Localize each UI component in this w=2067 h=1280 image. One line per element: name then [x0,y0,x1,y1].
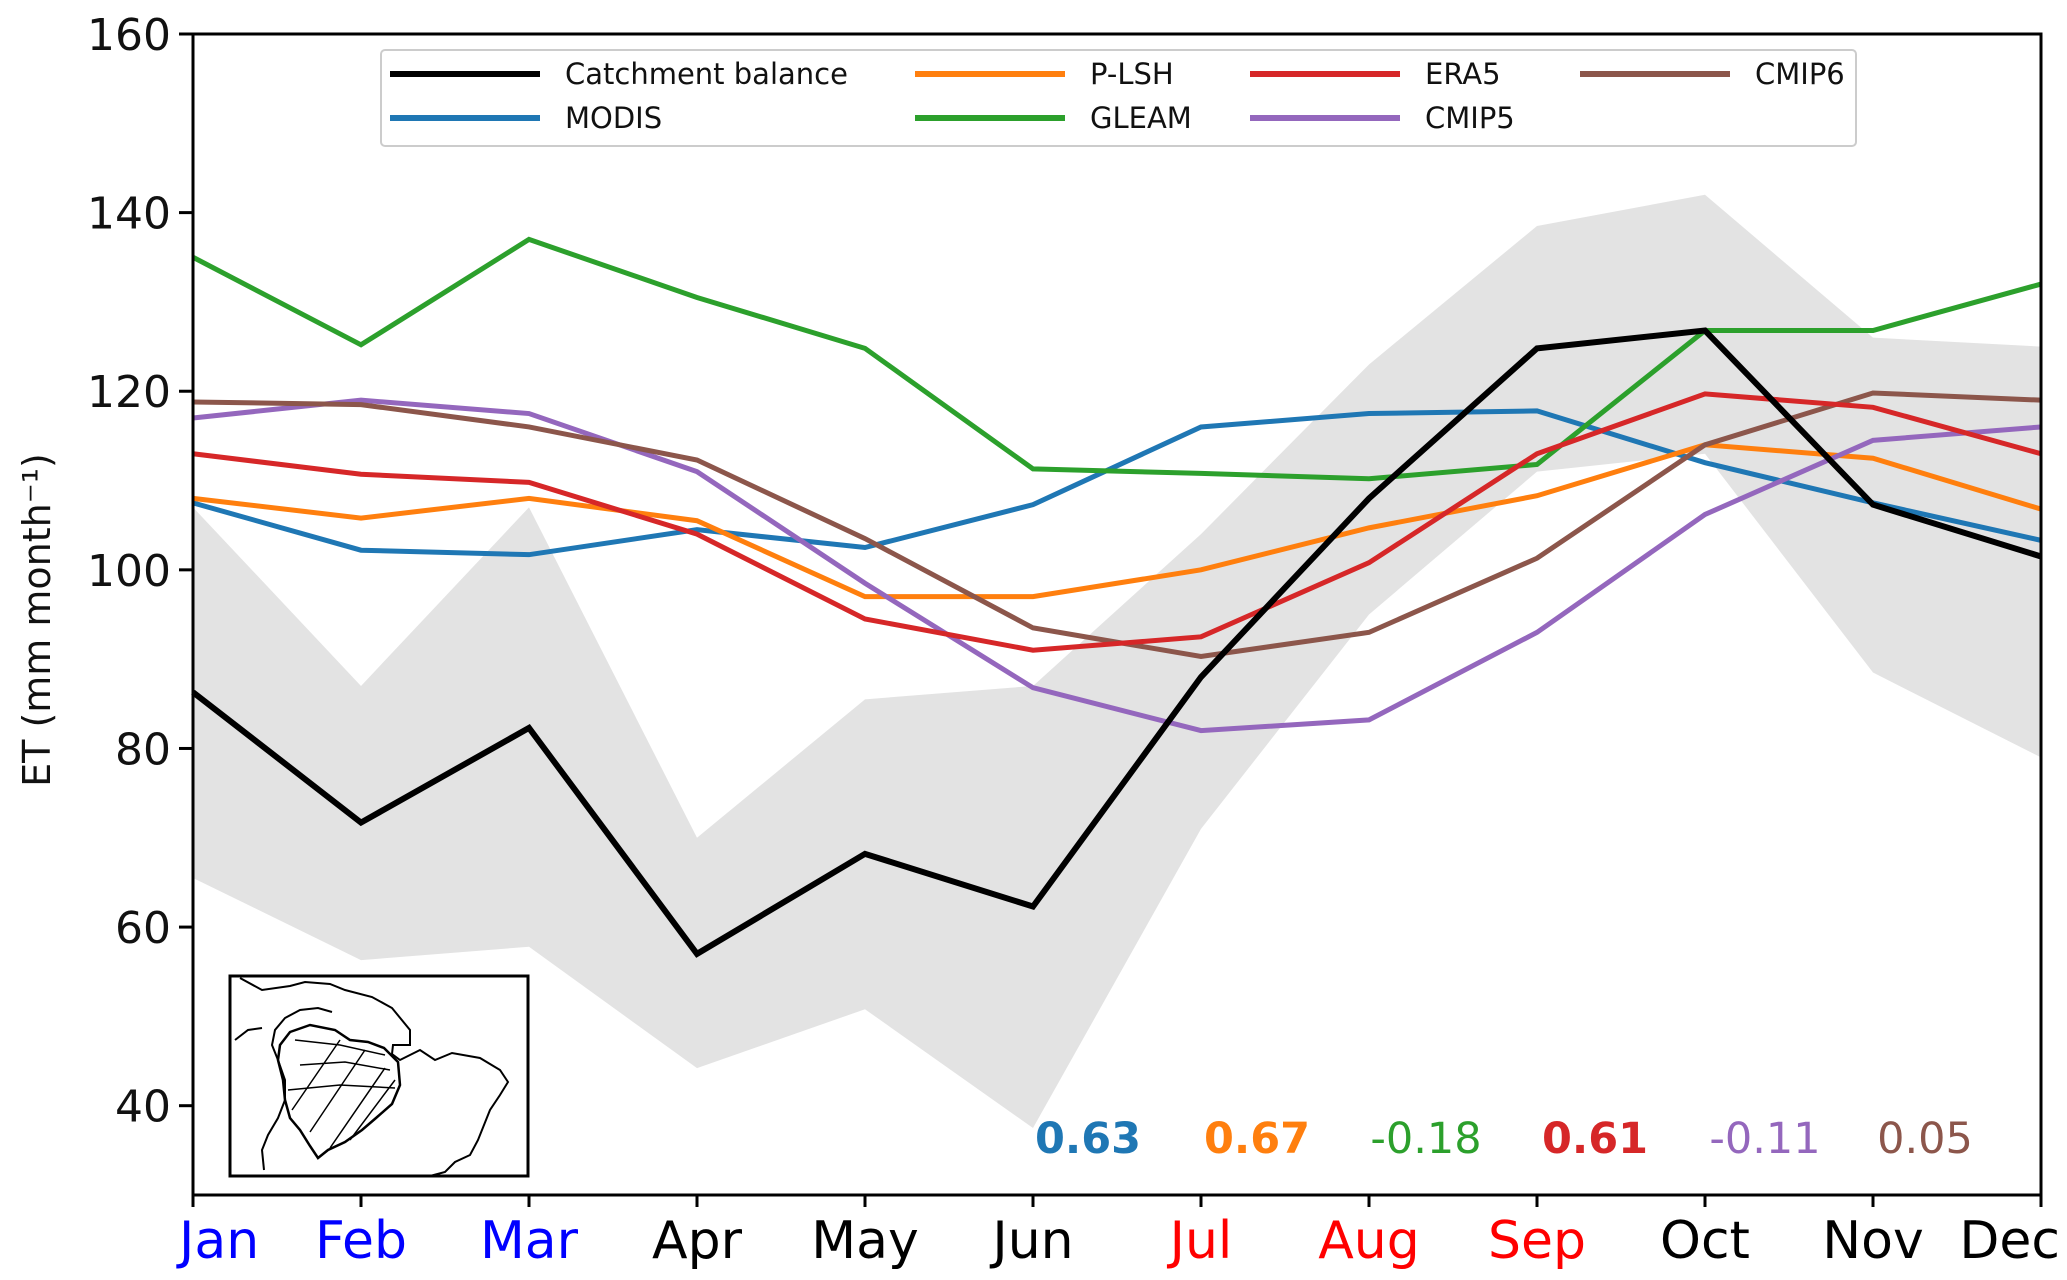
y-tick-label: 100 [87,546,171,597]
legend-entry: MODIS [565,101,662,135]
x-tick-label: Nov [1822,1211,1924,1271]
series-line-cmip5 [192,397,2042,734]
legend-entry: CMIP5 [1425,101,1515,135]
y-tick-label: 60 [115,903,171,954]
x-tick-label: Jan [176,1211,259,1271]
y-axis-label: ET (mm month⁻¹) [15,453,59,787]
series-line-gleam [191,236,2042,482]
y-tick-label: 120 [87,367,171,418]
correlation-label: -0.11 [1709,1114,1820,1164]
x-tick-label: Feb [315,1211,407,1271]
x-tick-label: Oct [1660,1211,1750,1271]
x-tick-label: Aug [1318,1211,1420,1271]
series-line-era5 [192,391,2042,653]
y-tick-label: 40 [115,1082,171,1133]
legend [380,49,1857,147]
correlation-label: 0.61 [1542,1114,1648,1164]
correlation-label: 0.67 [1204,1114,1310,1164]
y-tick-label: 140 [87,189,171,240]
y-tick-label: 80 [115,724,171,775]
legend-entry: GLEAM [1090,101,1192,135]
legend-entry: P-LSH [1090,57,1174,91]
correlation-label: -0.18 [1370,1114,1481,1164]
x-tick-label: Sep [1488,1211,1586,1271]
series-line-modis [192,408,2042,558]
legend-entry: ERA5 [1425,57,1501,91]
correlation-label: 0.05 [1877,1114,1973,1164]
series-line-catchment-balance [191,327,2042,958]
correlation-label: 0.63 [1035,1114,1141,1164]
x-tick-label: Mar [480,1211,579,1271]
series-line-p-lsh [192,442,2042,600]
x-tick-label: May [811,1211,919,1271]
x-tick-label: Apr [652,1211,743,1271]
y-tick-label: 160 [87,10,171,61]
x-tick-label: Dec [1959,1211,2060,1271]
x-tick-label: Jun [989,1211,1073,1271]
amazon-basin-map [228,974,530,1178]
legend-entry: CMIP6 [1755,57,1845,91]
legend-entry: Catchment balance [565,57,848,91]
x-tick-label: Jul [1167,1211,1233,1271]
plot-frame [191,32,2043,1197]
